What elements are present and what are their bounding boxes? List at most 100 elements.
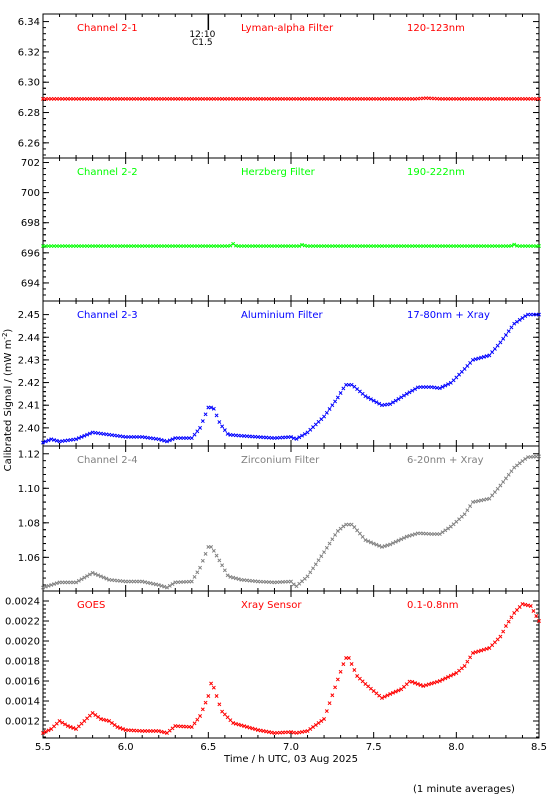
data-point [250, 726, 255, 731]
data-point [360, 679, 365, 684]
x-tick-label: 7.5 [366, 742, 382, 753]
data-point [68, 725, 73, 729]
data-point [451, 672, 456, 677]
data-point [385, 543, 390, 548]
data-point [393, 398, 398, 403]
data-point [349, 522, 354, 527]
data-point [76, 578, 81, 583]
data-point [267, 730, 271, 734]
data-point [313, 723, 318, 727]
data-point [462, 512, 467, 517]
y-tick-label: 0.0016 [5, 677, 40, 688]
data-series [41, 96, 541, 101]
data-point [443, 528, 448, 533]
data-point [264, 729, 269, 734]
x-tick-label: 6.0 [118, 742, 134, 753]
data-point [49, 583, 54, 587]
data-point [57, 719, 62, 723]
data-point [429, 681, 434, 686]
data-point [418, 683, 423, 687]
panel-3: 2.40 2.41 2.42 2.43 2.44 2.45 Channel 2-3 Alumi… [18, 300, 541, 447]
data-point [211, 685, 216, 690]
data-point [470, 357, 475, 362]
data-point [498, 340, 503, 345]
data-point [253, 727, 258, 732]
data-point [490, 643, 495, 648]
data-point [410, 533, 415, 537]
averaging-note: (1 minute averages) [413, 784, 515, 795]
data-point [305, 430, 310, 435]
y-tick-label: 1.10 [18, 484, 40, 495]
panel-label-2: Herzberg Filter [241, 167, 316, 178]
data-point [437, 386, 442, 391]
data-point [294, 436, 299, 441]
data-point [424, 683, 428, 688]
data-point [465, 508, 470, 513]
y-tick-label: 2.45 [18, 310, 40, 321]
data-point [154, 582, 158, 587]
data-point [468, 655, 473, 660]
data-point [228, 243, 233, 248]
data-point [54, 581, 59, 586]
data-point [357, 676, 362, 681]
data-point [479, 355, 484, 360]
data-point [517, 317, 522, 322]
data-point [225, 431, 230, 436]
data-point [537, 96, 541, 101]
data-point [498, 483, 503, 488]
data-point [355, 528, 360, 533]
data-point [506, 619, 511, 624]
data-point [316, 721, 321, 725]
data-point [470, 651, 475, 655]
data-point [217, 558, 222, 563]
data-point [492, 490, 497, 495]
data-point [382, 544, 387, 549]
data-point [192, 574, 197, 579]
data-point [167, 583, 172, 588]
y-tick-label: 2.42 [18, 378, 40, 389]
y-tick-label: 702 [21, 158, 40, 169]
data-point [165, 585, 169, 590]
data-point [391, 541, 395, 546]
data-point [74, 437, 79, 442]
data-point [54, 721, 59, 726]
data-point [338, 391, 343, 395]
data-point [346, 656, 351, 660]
data-point [214, 553, 219, 558]
data-point [349, 382, 354, 387]
data-point [156, 437, 161, 442]
panel-label-2: Zirconium Filter [241, 455, 320, 466]
data-point [330, 537, 335, 542]
data-point [407, 533, 412, 538]
data-point [87, 713, 92, 718]
data-point [85, 432, 90, 437]
data-point [200, 707, 205, 712]
data-point [302, 432, 307, 436]
panel-1: 6.26 6.28 6.30 6.32 6.34 Channel 2-1 Lyman-alp… [18, 13, 541, 159]
data-point [211, 406, 216, 411]
data-point [357, 531, 362, 536]
data-point [503, 624, 508, 628]
panel-label-1: Channel 2-3 [77, 310, 138, 321]
data-point [391, 400, 395, 405]
data-point [313, 422, 318, 427]
data-point [363, 394, 368, 399]
data-point [300, 433, 304, 438]
data-point [481, 354, 486, 359]
data-point [537, 454, 541, 459]
data-point [468, 360, 473, 365]
data-point [462, 367, 467, 371]
panel-label-3: 17-80nm + Xray [407, 310, 490, 321]
panel-label-2: Lyman-alpha Filter [241, 23, 334, 34]
data-point [473, 357, 478, 362]
data-point [214, 413, 219, 418]
panel-label-3: 6-20nm + Xray [407, 455, 484, 466]
data-point [118, 726, 123, 730]
data-point [520, 316, 525, 320]
data-point [145, 580, 150, 585]
data-point [404, 534, 409, 539]
panel-frame [42, 590, 540, 739]
y-axis-title-main: Calibrated Signal / (mW m [3, 340, 14, 472]
data-point [305, 729, 310, 733]
panel-label-2: Xray Sensor [241, 600, 302, 611]
